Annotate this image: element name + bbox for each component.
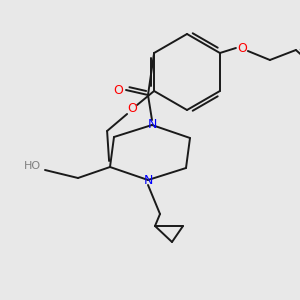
Text: N: N (147, 118, 157, 131)
Text: O: O (237, 41, 247, 55)
Text: HO: HO (23, 161, 40, 171)
Text: O: O (127, 103, 137, 116)
Text: N: N (143, 173, 153, 187)
Text: O: O (113, 83, 123, 97)
